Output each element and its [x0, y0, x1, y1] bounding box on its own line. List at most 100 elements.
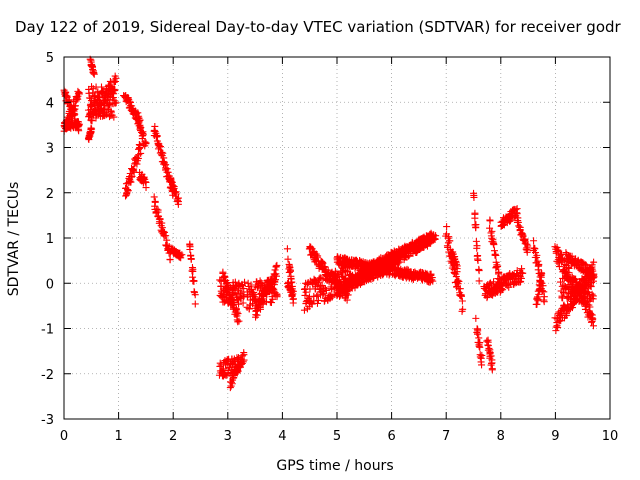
data-point-marker — [112, 99, 120, 107]
data-point-marker — [286, 266, 294, 274]
data-point-marker — [241, 278, 249, 286]
data-point-marker — [457, 292, 465, 300]
data-point-marker — [487, 352, 495, 360]
data-point-marker — [134, 154, 142, 162]
x-tick-label: 2 — [169, 429, 177, 444]
data-point-marker — [258, 298, 266, 306]
y-tick-label: 5 — [46, 51, 54, 66]
data-point-marker — [273, 272, 281, 280]
data-point-marker — [458, 307, 466, 315]
data-point-marker — [269, 295, 277, 303]
data-point-marker — [224, 356, 232, 364]
data-point-marker — [240, 292, 248, 300]
x-tick-label: 10 — [602, 429, 619, 444]
data-point-marker — [240, 285, 248, 293]
data-point-marker — [240, 356, 248, 364]
x-tick-label: 7 — [442, 429, 450, 444]
data-point-marker — [67, 101, 75, 109]
data-point-marker — [166, 255, 174, 263]
data-point-marker — [308, 300, 316, 308]
data-point-marker — [124, 187, 132, 195]
data-point-marker — [156, 215, 164, 223]
data-point-marker — [471, 210, 479, 218]
data-point-marker — [235, 300, 243, 308]
x-tick-labels: 0 1 2 3 4 5 6 7 8 9 10 — [60, 429, 618, 444]
data-point-marker — [476, 353, 484, 361]
data-point-marker — [443, 223, 451, 231]
data-point-marker — [110, 85, 118, 93]
data-point-marker — [245, 305, 253, 313]
data-point-marker — [216, 359, 224, 367]
data-point-marker — [87, 103, 95, 111]
data-point-marker — [239, 299, 247, 307]
data-point-marker — [322, 286, 330, 294]
data-point-marker — [129, 165, 137, 173]
x-tick-label: 3 — [224, 429, 232, 444]
data-point-marker — [142, 178, 150, 186]
data-point-marker — [473, 242, 481, 250]
data-point-marker — [174, 198, 182, 206]
data-point-marker — [488, 360, 496, 368]
data-point-marker — [455, 277, 463, 285]
data-point-marker — [71, 110, 79, 118]
data-point-marker — [533, 300, 541, 308]
data-point-marker — [446, 237, 454, 245]
data-point-marker — [190, 288, 198, 296]
data-point-marker — [139, 130, 147, 138]
data-point-marker — [431, 235, 439, 243]
data-point-marker — [75, 90, 83, 98]
data-point-marker — [483, 337, 491, 345]
data-point-marker — [187, 255, 195, 263]
data-point-marker — [380, 270, 388, 278]
data-point-marker — [110, 113, 118, 121]
data-point-marker — [490, 239, 498, 247]
data-point-marker — [321, 285, 329, 293]
data-point-marker — [475, 267, 483, 275]
data-point-marker — [97, 104, 105, 112]
data-point-marker — [136, 116, 144, 124]
data-point-marker — [250, 288, 258, 296]
data-point-marker — [150, 193, 158, 201]
data-point-marker — [472, 314, 480, 322]
data-point-marker — [300, 306, 308, 314]
data-point-marker — [285, 282, 293, 290]
data-point-marker — [484, 336, 492, 344]
data-point-marker — [515, 222, 523, 230]
data-point-marker — [122, 180, 130, 188]
data-point-marker — [476, 339, 484, 347]
data-point-marker — [235, 317, 243, 325]
data-point-marker — [429, 277, 437, 285]
data-point-marker — [151, 198, 159, 206]
data-point-marker — [86, 109, 94, 117]
data-point-marker — [128, 172, 136, 180]
data-point-marker — [478, 351, 486, 359]
x-tick-label: 1 — [114, 429, 122, 444]
data-point-marker — [273, 261, 281, 269]
data-point-marker — [267, 299, 275, 307]
data-point-marker — [162, 232, 170, 240]
data-point-marker — [474, 327, 482, 335]
data-point-marker — [475, 277, 483, 285]
y-axis-label: SDTVAR / TECUs — [6, 182, 22, 297]
data-point-marker — [452, 273, 460, 281]
data-point-marker — [387, 258, 395, 266]
x-tick-label: 9 — [551, 429, 559, 444]
data-point-marker — [472, 237, 480, 245]
data-point-marker — [141, 175, 149, 183]
data-point-marker — [238, 352, 246, 360]
data-point-marker — [256, 303, 264, 311]
data-point-marker — [158, 219, 166, 227]
data-point-marker — [88, 125, 96, 133]
data-point-marker — [186, 245, 194, 253]
data-point-marker — [223, 280, 231, 288]
data-point-marker — [283, 245, 291, 253]
data-point-marker — [191, 291, 199, 299]
data-point-marker — [230, 358, 238, 366]
data-point-marker — [135, 144, 143, 152]
data-point-marker — [70, 109, 78, 117]
data-point-marker — [177, 254, 185, 262]
data-point-marker — [230, 374, 238, 382]
data-point-marker — [486, 217, 494, 225]
data-point-marker — [189, 267, 197, 275]
